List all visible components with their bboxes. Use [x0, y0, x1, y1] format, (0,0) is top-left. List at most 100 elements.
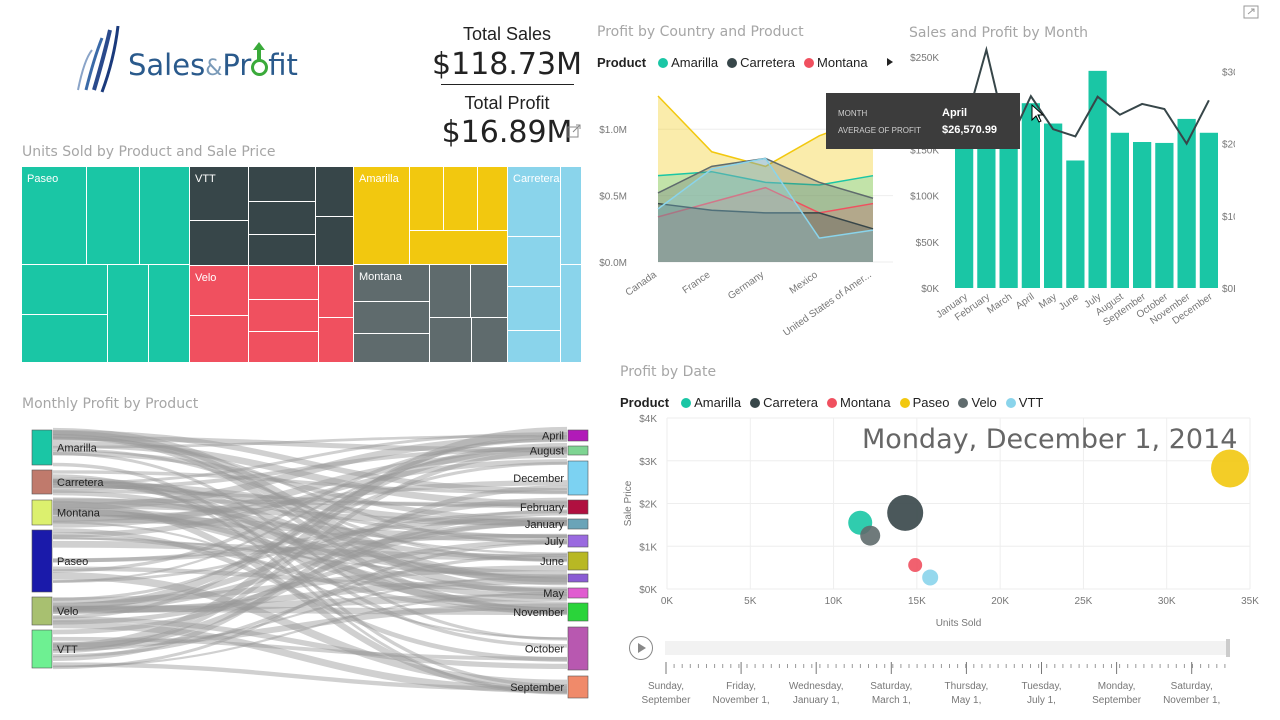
sankey-chart[interactable]: Amarilla Carretera Montana Paseo Velo VTT Apri… — [20, 420, 600, 710]
legend-item-label: Amarilla — [671, 55, 719, 70]
legend-item[interactable]: Velo — [958, 395, 997, 410]
treemap-cell[interactable] — [140, 167, 190, 265]
treemap-cell[interactable] — [249, 300, 319, 332]
legend-dot — [681, 397, 692, 408]
legend-dot — [804, 57, 815, 68]
treemap-cell[interactable] — [354, 265, 430, 302]
treemap-cell[interactable] — [472, 318, 508, 363]
treemap-cell[interactable] — [249, 332, 319, 363]
timeline-label-day: Sunday, — [648, 681, 684, 692]
treemap-cell[interactable] — [430, 318, 472, 363]
sankey-source-label: Velo — [57, 606, 78, 618]
treemap-cell[interactable] — [22, 265, 108, 315]
sankey-link — [52, 449, 568, 654]
legend-item[interactable]: Paseo — [899, 395, 949, 410]
treemap-group-montana[interactable]: Montana — [354, 265, 508, 363]
x-tick-label: Mexico — [788, 269, 821, 296]
total-profit-label: Total Profit — [464, 93, 550, 113]
total-sales-value: $118.73M — [432, 47, 582, 82]
treemap-cell[interactable] — [190, 316, 249, 363]
y2-tick-label: $20K — [1222, 140, 1235, 151]
bubble-montana — [908, 558, 923, 573]
legend-next-arrow-icon[interactable] — [886, 57, 894, 67]
legend-item[interactable]: Montana — [827, 395, 891, 410]
bubble-chart[interactable]: $0K $1K $2K $3K $4K 0K 5K 10K 15K 20K 25K 30K 35K Uni… — [615, 408, 1265, 633]
bubble-chart-legend: Product Amarilla Carretera Montana Paseo… — [620, 395, 1052, 410]
treemap-group-paseo[interactable]: Paseo — [22, 167, 190, 363]
treemap-cell[interactable] — [319, 266, 354, 318]
treemap-cell[interactable] — [190, 221, 249, 266]
treemap-cell[interactable] — [471, 265, 508, 318]
legend-item[interactable]: Amarilla — [658, 55, 718, 70]
sankey-link — [52, 459, 568, 538]
sankey-link — [52, 437, 568, 573]
treemap-cell[interactable] — [249, 167, 316, 202]
sankey-link — [52, 427, 568, 586]
area-velo — [658, 158, 873, 262]
treemap-cell[interactable] — [410, 167, 444, 231]
treemap[interactable]: Paseo VTT Velo Amarilla Montana Carreter… — [22, 167, 582, 363]
treemap-cell[interactable] — [87, 167, 140, 265]
treemap-cell[interactable] — [354, 334, 430, 363]
y-tick-label: $0.5M — [599, 192, 627, 203]
sankey-link — [52, 636, 568, 661]
sankey-link — [52, 514, 568, 543]
timeline-label-day: Tuesday, — [1021, 681, 1061, 692]
treemap-cell[interactable] — [190, 266, 249, 316]
treemap-cell[interactable] — [190, 167, 249, 221]
play-button[interactable] — [629, 636, 653, 660]
logo-text-fit: fit — [268, 48, 298, 82]
legend-item[interactable]: Amarilla — [681, 395, 741, 410]
logo-text-amp: & — [205, 56, 223, 81]
treemap-cell[interactable] — [316, 167, 354, 217]
treemap-cell[interactable] — [249, 202, 316, 235]
sankey-node-target — [567, 551, 589, 571]
sankey-target-label: August — [530, 446, 564, 458]
treemap-group-velo[interactable]: Velo — [190, 266, 354, 363]
treemap-cell[interactable] — [508, 287, 561, 331]
treemap-cell[interactable] — [478, 167, 508, 231]
treemap-cell[interactable] — [354, 167, 410, 265]
x-tick-label: April — [1014, 291, 1037, 311]
x-tick-label: 20K — [991, 596, 1009, 607]
legend-item[interactable]: Montana — [804, 55, 868, 70]
treemap-cell[interactable] — [444, 167, 478, 231]
treemap-cell[interactable] — [319, 318, 354, 363]
expand-icon[interactable] — [1243, 5, 1259, 19]
sankey-link — [52, 433, 568, 614]
sankey-link — [52, 565, 568, 604]
treemap-cell[interactable] — [316, 217, 354, 266]
treemap-cell[interactable] — [22, 315, 108, 363]
treemap-cell[interactable] — [249, 266, 319, 300]
focus-mode-icon[interactable] — [567, 124, 581, 138]
treemap-cell[interactable] — [508, 167, 561, 237]
treemap-cell[interactable] — [430, 265, 471, 318]
sankey-link — [52, 434, 568, 449]
treemap-cell[interactable] — [508, 331, 561, 363]
sankey-node-source — [31, 629, 53, 669]
legend-item[interactable]: VTT — [1005, 395, 1043, 410]
sankey-link — [52, 461, 568, 601]
treemap-cell[interactable] — [508, 237, 561, 287]
area-chart[interactable]: $0.0M $0.5M $1.0M Canada France Germany Mexico… — [590, 80, 900, 350]
legend-item[interactable]: Carretera — [727, 55, 795, 70]
legend-item[interactable]: Carretera — [750, 395, 818, 410]
area-vtt — [658, 158, 873, 262]
sankey-link — [52, 470, 568, 495]
treemap-cell[interactable] — [354, 302, 430, 334]
treemap-cell[interactable] — [149, 265, 190, 363]
treemap-cell[interactable] — [108, 265, 149, 363]
month-chart[interactable]: $0K$50K$100K$150K$200K$250K$0K$10K$20K$3… — [905, 45, 1235, 345]
sankey-node-target — [567, 429, 589, 442]
treemap-cell[interactable] — [561, 265, 582, 363]
treemap-cell[interactable] — [561, 167, 582, 265]
logo-mark-icon — [77, 25, 120, 93]
area-carretera — [658, 203, 873, 262]
timeline-track — [665, 641, 1230, 655]
x-tick-label: May — [1037, 291, 1059, 311]
treemap-cell[interactable] — [22, 167, 87, 265]
treemap-cell[interactable] — [410, 231, 508, 265]
sankey-source-label: VTT — [57, 644, 78, 656]
treemap-cell[interactable] — [249, 235, 316, 266]
play-axis-timeline[interactable]: Sunday, September Friday, November 1, Wednes… — [630, 637, 1250, 717]
